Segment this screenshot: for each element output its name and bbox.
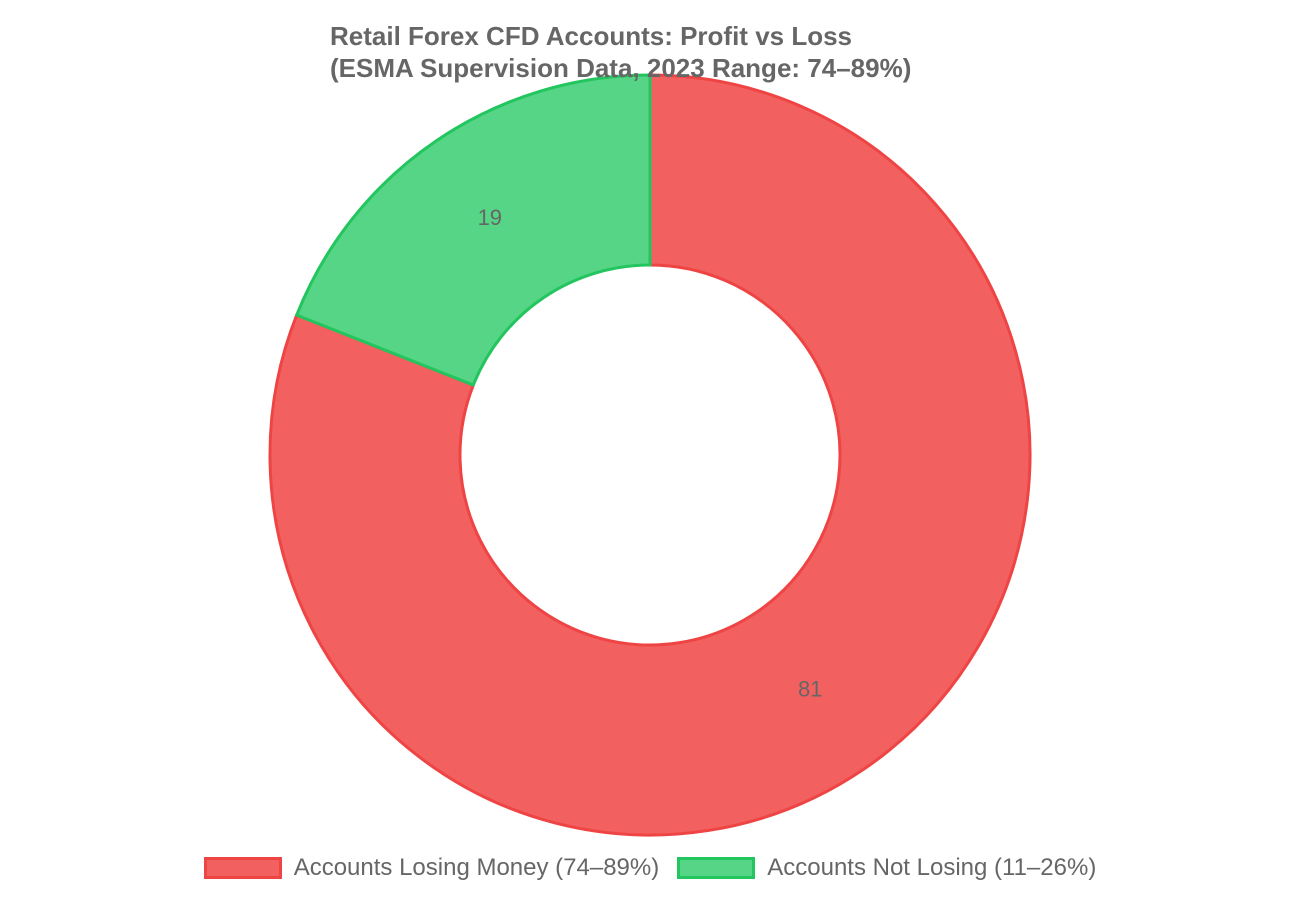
chart-title-line-1: Retail Forex CFD Accounts: Profit vs Los… — [330, 21, 853, 51]
legend-label-not-losing: Accounts Not Losing (11–26%) — [767, 854, 1097, 881]
chart-legend: Accounts Losing Money (74–89%) Accounts … — [0, 852, 1300, 884]
data-label-not-losing: 19 — [478, 205, 502, 230]
legend-item-not-losing[interactable]: Accounts Not Losing (11–26%) — [677, 854, 1096, 882]
slice-not-losing[interactable] — [295, 73, 652, 387]
slice-losing[interactable] — [268, 73, 1032, 837]
data-label-losing: 81 — [798, 677, 822, 702]
chart-title: Retail Forex CFD Accounts: Profit vs Los… — [330, 20, 911, 84]
legend-swatch-not-losing — [677, 857, 756, 879]
legend-item-losing[interactable]: Accounts Losing Money (74–89%) — [203, 854, 660, 882]
legend-swatch-losing — [203, 857, 282, 879]
legend-label-losing: Accounts Losing Money (74–89%) — [293, 854, 660, 881]
chart-title-line-2: (ESMA Supervision Data, 2023 Range: 74–8… — [330, 53, 912, 83]
